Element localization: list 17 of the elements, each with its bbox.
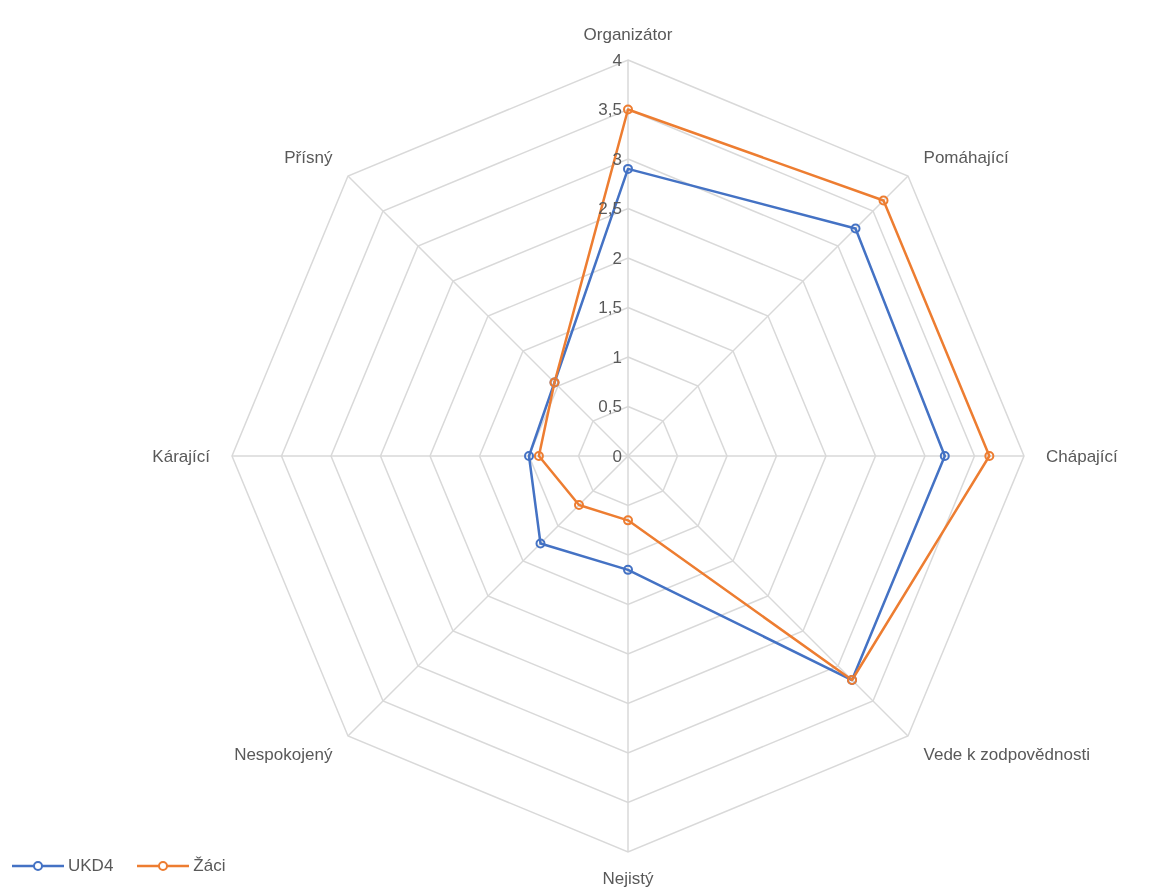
y-tick-label: 1,5: [598, 298, 622, 317]
y-tick-label: 2: [612, 248, 622, 268]
y-tick-label: 0,5: [598, 397, 622, 416]
spoke-label: Chápající: [1046, 446, 1119, 466]
y-tick-label: 4: [612, 50, 622, 70]
spoke-label: Přísný: [284, 148, 333, 168]
spoke-label: Nejistý: [602, 868, 654, 888]
legend-label: Žáci: [193, 856, 226, 876]
legend-label: UKD4: [68, 856, 114, 876]
spoke-label: Organizátor: [583, 24, 673, 44]
spoke-label: Nespokojený: [234, 744, 333, 764]
spoke-label: Pomáhající: [923, 148, 1009, 168]
spoke-label: Vede k zodpovědnosti: [923, 744, 1090, 764]
spoke-label: Kárající: [152, 446, 211, 466]
y-tick-label: 1: [612, 347, 622, 367]
y-tick-label: 3,5: [598, 100, 622, 119]
y-tick-label: 0: [612, 446, 622, 466]
